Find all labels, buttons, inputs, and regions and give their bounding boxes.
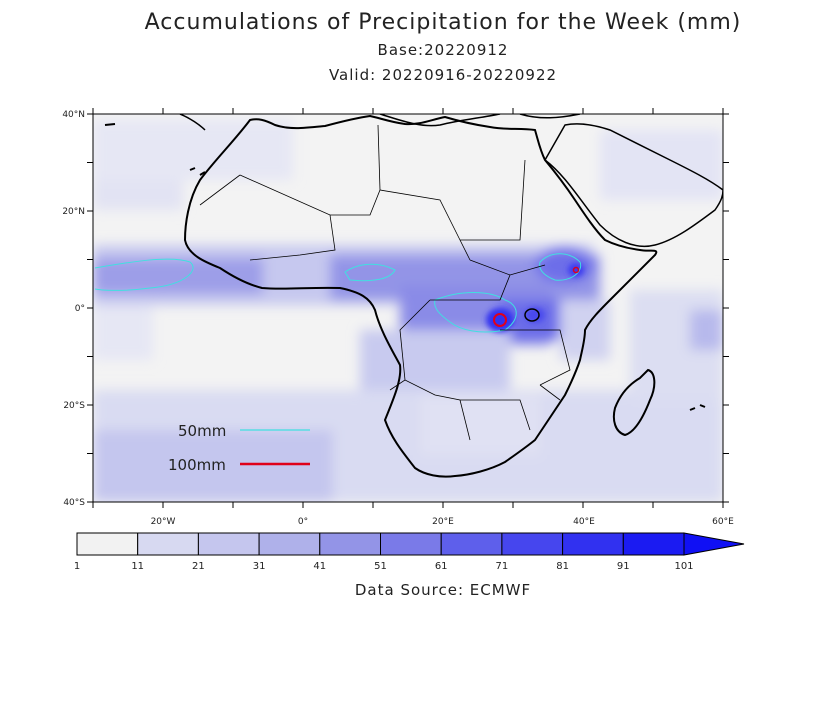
lon-label-20e: 20°E [432,517,454,527]
colorbar-label: 51 [374,561,387,572]
colorbar-swatch [380,532,442,556]
legend-50mm-label: 50mm [178,422,226,440]
lon-label-0: 0° [298,517,308,527]
lat-label-40n: 40°N [62,110,85,120]
map-title: Accumulations of Precipitation for the W… [144,10,742,35]
colorbar-label: 1 [73,561,81,572]
colorbar-label: 31 [252,561,266,572]
coastlines [104,114,723,478]
lat-label-equator: 0° [75,304,85,314]
colorbar-swatch [440,532,503,556]
colorbar-label: 71 [495,561,509,572]
precip-field [93,114,723,502]
lon-label-40e: 40°E [573,517,595,527]
lon-label-20w: 20°W [151,517,176,527]
colorbar-arrow [683,532,745,556]
colorbar-label: 41 [313,561,327,572]
colorbar-label: 61 [434,561,448,572]
data-source: Data Source: ECMWF [354,581,532,599]
axis-ticks [87,108,729,508]
colorbar-swatch [197,532,260,556]
colorbar-swatch [258,532,321,556]
colorbar [76,532,745,556]
colorbar-swatch [76,532,139,556]
colorbar-label: 11 [131,561,145,572]
lat-label-40s: 40°S [63,498,85,508]
colorbar-label: 101 [674,561,694,572]
colorbar-swatch [501,532,564,556]
base-date: Base:20220912 [377,41,509,59]
lat-label-20n: 20°N [62,207,85,217]
colorbar-swatch [137,532,199,556]
colorbar-swatch [622,532,685,556]
colorbar-swatch [319,532,381,556]
colorbar-swatch [562,532,624,556]
lat-label-20s: 20°S [63,401,85,411]
colorbar-label: 21 [192,561,205,572]
colorbar-label: 91 [616,561,630,572]
valid-range: Valid: 20220916-20220922 [328,66,558,84]
legend-100mm-label: 100mm [168,456,226,474]
lon-label-60e: 60°E [712,517,734,527]
colorbar-label: 81 [556,561,569,572]
